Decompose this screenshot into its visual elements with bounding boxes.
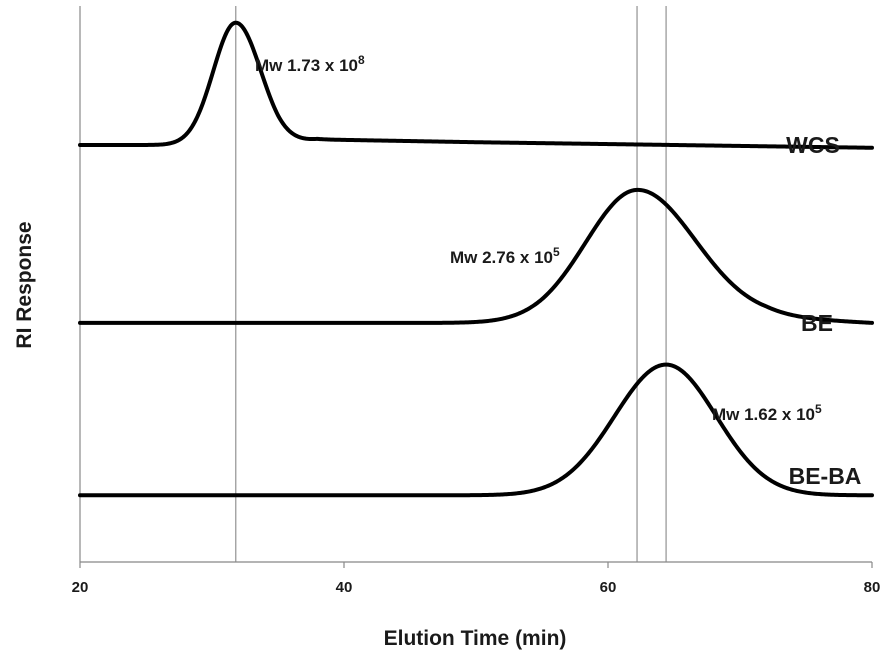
reference-lines <box>235 6 667 562</box>
curve-wcs <box>78 20 874 150</box>
x-tick-label-60: 60 <box>600 579 617 596</box>
curve-be-ba <box>78 362 874 498</box>
series-label-be: BE <box>801 310 833 336</box>
mw-label-be: Mw 2.76 x 105 <box>450 245 560 267</box>
x-tick-label-40: 40 <box>336 579 353 596</box>
x-tick-label-20: 20 <box>72 579 89 596</box>
series-label-be-ba: BE-BA <box>789 463 862 489</box>
series-labels: WCS BE BE-BA <box>786 132 861 489</box>
y-axis-title: RI Response <box>13 221 36 348</box>
mw-annotations: Mw 1.73 x 108 Mw 2.76 x 105 Mw 1.62 x 105 <box>255 53 822 424</box>
series-curves <box>78 20 874 498</box>
x-ticks: 20 40 60 80 <box>72 562 881 596</box>
curve-be <box>78 187 874 325</box>
axes <box>79 6 872 563</box>
mw-label-be-ba: Mw 1.62 x 105 <box>712 402 822 424</box>
x-axis-title: Elution Time (min) <box>384 627 567 650</box>
x-tick-label-80: 80 <box>864 579 881 596</box>
series-label-wcs: WCS <box>786 132 840 158</box>
mw-label-wcs: Mw 1.73 x 108 <box>255 53 365 75</box>
